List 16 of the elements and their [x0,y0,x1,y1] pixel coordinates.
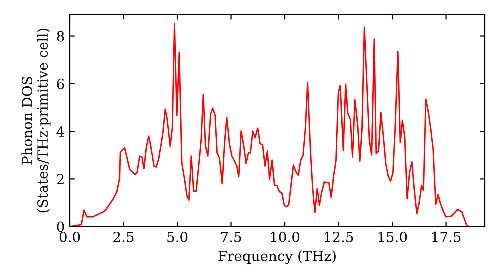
line-series [70,23,469,227]
x-tick-label: 10.0 [271,232,300,242]
x-tick-label: 0.0 [60,232,80,242]
x-axis-title: Frequency (THz) [218,250,336,264]
x-tick-label: 12.5 [325,232,354,242]
x-tick-label: 17.5 [432,232,461,242]
y-tick-label: 6 [57,78,64,90]
y-tick-label: 4 [56,126,64,137]
x-tick-label: 7.5 [221,232,242,242]
y-tick-label: 8 [57,31,64,42]
y-tick-label: 0 [57,222,64,232]
y-tick-label: 2 [57,174,64,184]
x-tick-label: 5.0 [168,232,188,242]
y-axis-title: Phonon DOS (States/THz·primitive cell) [22,28,51,213]
x-tick-label: 15.0 [378,232,408,242]
x-tick-label: 2.5 [114,232,134,242]
